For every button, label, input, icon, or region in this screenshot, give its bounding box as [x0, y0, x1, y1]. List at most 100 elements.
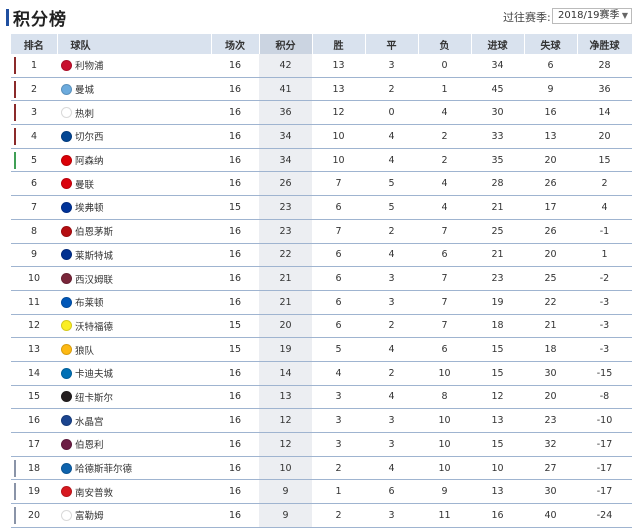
table-row[interactable]: 17 伯恩利 16 12 3 3 10 15 32 -17	[11, 432, 632, 457]
points-cell: 20	[259, 314, 312, 339]
goal-difference-cell: 14	[577, 100, 632, 126]
drawn-cell: 3	[365, 432, 418, 457]
team-name[interactable]: 切尔西	[75, 132, 104, 144]
title-accent-bar	[6, 9, 9, 26]
rank-value: 3	[30, 107, 38, 119]
table-row[interactable]: 9 莱斯特城 16 22 6 4 6 21 20 1	[11, 243, 632, 268]
played-cell: 16	[211, 408, 259, 433]
points-cell: 21	[259, 290, 312, 315]
team-cell[interactable]: 纽卡斯尔	[57, 385, 211, 410]
team-cell[interactable]: 水晶宫	[57, 408, 211, 433]
table-row[interactable]: 1 利物浦 16 42 13 3 0 34 6 28	[11, 54, 632, 78]
goals-against-cell: 26	[524, 171, 577, 197]
rank-cell: 11	[11, 290, 57, 315]
rank-value: 4	[30, 130, 38, 142]
goal-difference-cell: 20	[577, 124, 632, 149]
team-cell[interactable]: 沃特福德	[57, 314, 211, 339]
table-row[interactable]: 16 水晶宫 16 12 3 3 10 13 23 -10	[11, 408, 632, 433]
points-cell: 19	[259, 337, 312, 362]
zone-marker	[14, 507, 16, 525]
team-name[interactable]: 伯恩茅斯	[75, 227, 114, 239]
won-cell: 3	[312, 408, 365, 433]
team-cell[interactable]: 南安普敦	[57, 479, 211, 505]
team-cell[interactable]: 莱斯特城	[57, 243, 211, 268]
team-name[interactable]: 热刺	[75, 108, 95, 120]
table-row[interactable]: 8 伯恩茅斯 16 23 7 2 7 25 26 -1	[11, 219, 632, 244]
goals-for-cell: 18	[471, 314, 524, 339]
col-header-goals-against[interactable]: 失球	[524, 34, 578, 54]
team-name[interactable]: 伯恩利	[75, 440, 104, 452]
goal-difference-cell: -17	[577, 456, 632, 481]
col-header-lost[interactable]: 负	[418, 34, 472, 54]
goal-difference-cell: -15	[577, 361, 632, 386]
table-row[interactable]: 6 曼联 16 26 7 5 4 28 26 2	[11, 171, 632, 197]
team-name[interactable]: 利物浦	[75, 61, 104, 73]
goals-for-cell: 21	[471, 243, 524, 268]
team-cell[interactable]: 利物浦	[57, 54, 211, 78]
played-cell: 16	[211, 148, 259, 173]
rank-cell: 1	[11, 54, 57, 78]
goals-for-cell: 33	[471, 124, 524, 149]
team-name[interactable]: 曼联	[75, 179, 95, 191]
team-cell[interactable]: 曼城	[57, 77, 211, 102]
team-cell[interactable]: 布莱顿	[57, 290, 211, 315]
points-cell: 12	[259, 408, 312, 433]
team-name[interactable]: 西汉姆联	[75, 274, 114, 286]
col-header-goal-difference[interactable]: 净胜球	[577, 34, 633, 54]
team-cell[interactable]: 切尔西	[57, 124, 211, 149]
team-name[interactable]: 纽卡斯尔	[75, 392, 114, 404]
team-name[interactable]: 莱斯特城	[75, 250, 114, 262]
col-header-points[interactable]: 积分	[259, 34, 313, 54]
table-row[interactable]: 7 埃弗顿 15 23 6 5 4 21 17 4	[11, 195, 632, 220]
team-cell[interactable]: 伯恩利	[57, 432, 211, 457]
table-row[interactable]: 2 曼城 16 41 13 2 1 45 9 36	[11, 77, 632, 102]
team-cell[interactable]: 狼队	[57, 337, 211, 362]
team-name[interactable]: 卡迪夫城	[75, 369, 114, 381]
table-row[interactable]: 15 纽卡斯尔 16 13 3 4 8 12 20 -8	[11, 385, 632, 410]
col-header-goals-for[interactable]: 进球	[471, 34, 525, 54]
table-row[interactable]: 19 南安普敦 16 9 1 6 9 13 30 -17	[11, 479, 632, 505]
col-header-won[interactable]: 胜	[312, 34, 366, 54]
team-name[interactable]: 布莱顿	[75, 298, 104, 310]
team-name[interactable]: 埃弗顿	[75, 203, 104, 215]
played-cell: 15	[211, 314, 259, 339]
table-row[interactable]: 18 哈德斯菲尔德 16 10 2 4 10 10 27 -17	[11, 456, 632, 481]
team-name[interactable]: 哈德斯菲尔德	[75, 464, 133, 476]
team-cell[interactable]: 伯恩茅斯	[57, 219, 211, 244]
points-cell: 34	[259, 124, 312, 149]
col-header-rank[interactable]: 排名	[11, 34, 58, 54]
team-name[interactable]: 狼队	[75, 345, 95, 357]
table-row[interactable]: 3 热刺 16 36 12 0 4 30 16 14	[11, 100, 632, 126]
team-name[interactable]: 南安普敦	[75, 487, 114, 499]
team-crest-icon	[61, 344, 72, 356]
col-header-drawn[interactable]: 平	[365, 34, 419, 54]
table-row[interactable]: 11 布莱顿 16 21 6 3 7 19 22 -3	[11, 290, 632, 315]
team-cell[interactable]: 哈德斯菲尔德	[57, 456, 211, 481]
table-row[interactable]: 14 卡迪夫城 16 14 4 2 10 15 30 -15	[11, 361, 632, 386]
col-header-played[interactable]: 场次	[211, 34, 260, 54]
table-row[interactable]: 12 沃特福德 15 20 6 2 7 18 21 -3	[11, 314, 632, 339]
team-cell[interactable]: 曼联	[57, 171, 211, 197]
goals-against-cell: 9	[524, 77, 577, 102]
team-cell[interactable]: 热刺	[57, 100, 211, 126]
team-cell[interactable]: 卡迪夫城	[57, 361, 211, 386]
team-name[interactable]: 水晶宫	[75, 416, 104, 428]
team-cell[interactable]: 阿森纳	[57, 148, 211, 173]
team-name[interactable]: 富勒姆	[75, 511, 104, 523]
team-name[interactable]: 沃特福德	[75, 321, 114, 333]
table-row[interactable]: 20 富勒姆 16 9 2 3 11 16 40 -24	[11, 503, 632, 528]
table-row[interactable]: 10 西汉姆联 16 21 6 3 7 23 25 -2	[11, 266, 632, 291]
team-cell[interactable]: 富勒姆	[57, 503, 211, 528]
team-crest-icon	[61, 509, 72, 521]
points-cell: 22	[259, 243, 312, 268]
season-select[interactable]: 2018/19赛季 ▼	[552, 8, 632, 24]
col-header-team[interactable]: 球队	[57, 34, 212, 54]
table-row[interactable]: 13 狼队 15 19 5 4 6 15 18 -3	[11, 337, 632, 362]
team-cell[interactable]: 西汉姆联	[57, 266, 211, 291]
team-name[interactable]: 曼城	[75, 85, 95, 97]
team-cell[interactable]: 埃弗顿	[57, 195, 211, 220]
table-row[interactable]: 5 阿森纳 16 34 10 4 2 35 20 15	[11, 148, 632, 173]
team-name[interactable]: 阿森纳	[75, 156, 104, 168]
table-row[interactable]: 4 切尔西 16 34 10 4 2 33 13 20	[11, 124, 632, 149]
played-cell: 16	[211, 432, 259, 457]
